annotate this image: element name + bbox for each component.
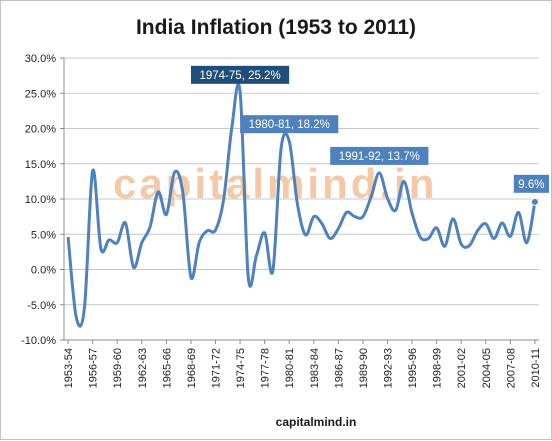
data-label-box [513,174,549,193]
x-tick-label: 1971-72 [211,348,223,388]
x-tick-label: 1977-78 [260,348,272,388]
data-label-box [330,146,429,165]
x-tick-label: 1968-69 [186,348,198,388]
x-tick-label: 2007-08 [505,348,517,388]
x-tick-label: 2004-05 [481,348,493,388]
data-label-text: 9.6% [518,179,544,191]
y-axis-tick-labels: -10.0% -5.0% 0.0% 5.0% 10.0% 15.0% 20.0% 25.0% 3… [21,53,56,347]
x-tick-label: 1953-54 [63,348,75,388]
y-tick-label: 5.0% [31,229,56,241]
series-layer [66,82,539,328]
data-label-box [240,115,339,134]
y-tick-label: 0.0% [31,265,56,277]
inflation-series-line [66,82,537,328]
x-tick-label: 2010-11 [530,348,542,388]
data-label-text: 1980-81, 18.2% [249,119,330,131]
y-tick-label: -5.0% [27,300,56,312]
y-tick-label: 10.0% [25,194,56,206]
data-label: 1980-81, 18.2% [240,115,339,134]
x-tick-label: 1956-57 [88,348,100,388]
y-tick-label: -10.0% [21,335,56,347]
x-tick-label: 1965-66 [161,348,173,388]
x-tick-label: 2001-02 [456,348,468,388]
y-tick-label: 25.0% [25,88,56,100]
x-tick-label: 1989-90 [358,348,370,388]
x-tick-label: 1974-75 [235,348,247,388]
x-tick-label: 1962-63 [137,348,149,388]
data-label: 1991-92, 13.7% [330,146,429,165]
x-tick-label: 1980-81 [284,348,296,388]
x-tick-label: 1983-84 [309,348,321,388]
x-tick-label: 1992-93 [382,348,394,388]
data-label-box [190,65,290,84]
x-tick-label: 1986-87 [333,348,345,388]
x-axis-tick-labels: 1953-54 1956-57 1959-60 1962-63 1965-66 1968-… [63,340,542,388]
annotations: 1974-75, 25.2% 1980-81, 18.2% 1991-92, 13.… [190,65,549,193]
x-tick-label: 1998-99 [432,348,444,388]
source-label: capitalmind.in [276,415,357,429]
data-label-text: 1974-75, 25.2% [199,70,280,82]
y-tick-label: 20.0% [25,124,56,136]
data-label: 9.6% [513,174,549,193]
gridlines [60,57,539,341]
x-tick-label: 1959-60 [112,348,124,388]
data-label: 1974-75, 25.2% [190,65,290,84]
last-point-marker [530,197,539,206]
axes [63,58,539,341]
x-tick-label: 1995-96 [407,348,419,388]
chart-title: India Inflation (1953 to 2011) [136,16,416,39]
y-tick-label: 15.0% [25,159,56,171]
data-label-text: 1991-92, 13.7% [339,151,420,163]
y-tick-label: 30.0% [25,53,56,65]
